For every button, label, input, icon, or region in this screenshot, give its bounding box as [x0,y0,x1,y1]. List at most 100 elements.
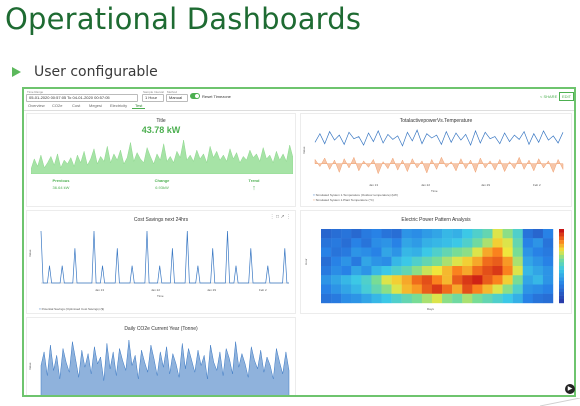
timezone-toggle[interactable] [190,93,200,99]
heatmap-cell [492,275,503,285]
heatmap-cell [472,229,483,239]
more-icon[interactable]: ⋮ [286,214,291,220]
heatmap-cell [512,293,523,304]
heatmap-cell [371,229,382,239]
tab-megesi[interactable]: Megesi [89,103,102,108]
previous-label: Previous [52,178,70,183]
copy-icon[interactable]: □ [275,214,280,220]
heatmap-cell [381,256,392,267]
series-power-line [314,129,564,147]
heatmap-cell [421,238,433,248]
heatmap-cell [421,293,433,304]
heatmap-cell [492,293,503,304]
tab-cost[interactable]: Cost [72,103,81,108]
heatmap-cell [421,275,433,285]
heatmap-cell [462,256,473,267]
expand-icon[interactable]: ↗ [280,214,285,220]
heatmap-cell [442,256,453,267]
heatmap-cell [462,266,473,276]
heatmap-cell [371,275,382,285]
heatmap-cell [411,229,423,239]
heatmap-cell [542,229,554,239]
heatmap-cell [341,266,352,276]
heatmap-cell [321,275,332,285]
heatmap-cell [522,238,534,248]
heatmap-cell [542,256,554,267]
co2-title: Daily CO2e Current Year (Tonne) [124,326,198,332]
kpi-change: Change 6.93kW [142,178,182,190]
method-value[interactable]: Manual [166,94,188,102]
heatmap-cell [482,275,493,285]
heatmap-cell [381,247,392,257]
previous-value: 36.64 kW [52,185,70,190]
heatmap-cell [331,266,342,276]
cost-legend: ━ Potential Savings (Optimised Cost Savi… [39,307,104,311]
method-select[interactable]: Method Manual [166,91,188,103]
cost-chart: Value Jan 13 Jan 22 Jan 29 Feb 2 Time [28,230,289,298]
tab-test[interactable]: Test [132,103,146,109]
heatmap-cell [532,266,544,276]
heatmap-cell [512,284,523,294]
cost-ylabel: Value [28,249,32,257]
heatmap-cell [502,266,513,276]
time-range-value[interactable]: 05-01-2020 00:57:05 To 04-01-2020 00:57:… [26,94,138,102]
heatmap-cell [371,266,382,276]
heatmap-cell [442,293,453,304]
heatmap-cell [381,266,392,276]
tab-electricity[interactable]: Electricity [110,103,128,108]
tp-xtick-2: Jan 29 [481,183,490,187]
heatmap-cell [492,256,503,267]
heatmap-cell [421,256,433,267]
heatmap-cell [542,247,554,257]
heatmap-cell [371,247,382,257]
colorbar-cell [559,273,564,278]
heatmap-cell [391,293,402,304]
tab-overview[interactable]: Overview [28,103,45,108]
heatmap-cell [492,284,503,294]
heatmap-cell [361,256,372,267]
heatmap-cell [401,284,412,294]
heatmap-cell [351,247,362,257]
heatmap-cell [542,266,554,276]
bullet-arrow-icon [12,67,21,77]
tp-legend-0: ━ Simulated System 1.Temperature (Outdoo… [313,193,398,197]
series-temperature-area [314,156,564,175]
heatmap-cell [321,256,332,267]
panel-tools: ⋮ □ ↗ ⋮ [270,214,291,220]
kpi-trend: Trend ↑ [234,178,274,192]
heatmap-cell [391,247,402,257]
heatmap-cell [421,266,433,276]
menu-icon[interactable]: ⋮ [269,214,275,220]
heatmap-cell [542,238,554,248]
heatmap-cell [442,275,453,285]
heatmap-cell [371,284,382,294]
tab-co2e[interactable]: CO2e [52,103,63,108]
heatmap-cell [452,256,463,267]
cost-panel: Cost Savings next 24hrs ⋮ □ ↗ ⋮ Value Ja… [26,210,296,314]
kpi-panel: Title 43.78 kW Previous 36.64 kW Change … [26,113,296,207]
heatmap-cell [401,247,412,257]
heatmap-cell [502,229,513,239]
interval-value[interactable]: 1 Hour [142,94,164,102]
tp-xtick-0: Jan 13 [369,183,378,187]
heatmap-cell [341,247,352,257]
heatmap-cell [341,293,352,304]
heatmap-cell [391,229,402,239]
share-icon: < [540,94,544,99]
legend-line-icon: ━ [313,193,316,197]
heatmap-cell [401,256,412,267]
slide-nav-button[interactable]: ▶ [565,384,575,394]
edit-button[interactable]: EDIT [559,92,574,101]
time-range-select[interactable]: Time Range 05-01-2020 00:57:05 To 04-01-… [26,91,138,103]
empty-panel [300,317,572,395]
share-button[interactable]: < SHARE [540,94,557,99]
interval-select[interactable]: Sample Interval 1 Hour [142,91,164,103]
colorbar-cell [559,262,564,267]
heatmap-cell [381,229,392,239]
heatmap-cell [532,275,544,285]
heatmap-cell [391,256,402,267]
heatmap-cell [522,256,534,267]
co2-ylabel: Value [28,362,32,370]
heatmap-cell [482,256,493,267]
heatmap-cell [321,229,332,239]
